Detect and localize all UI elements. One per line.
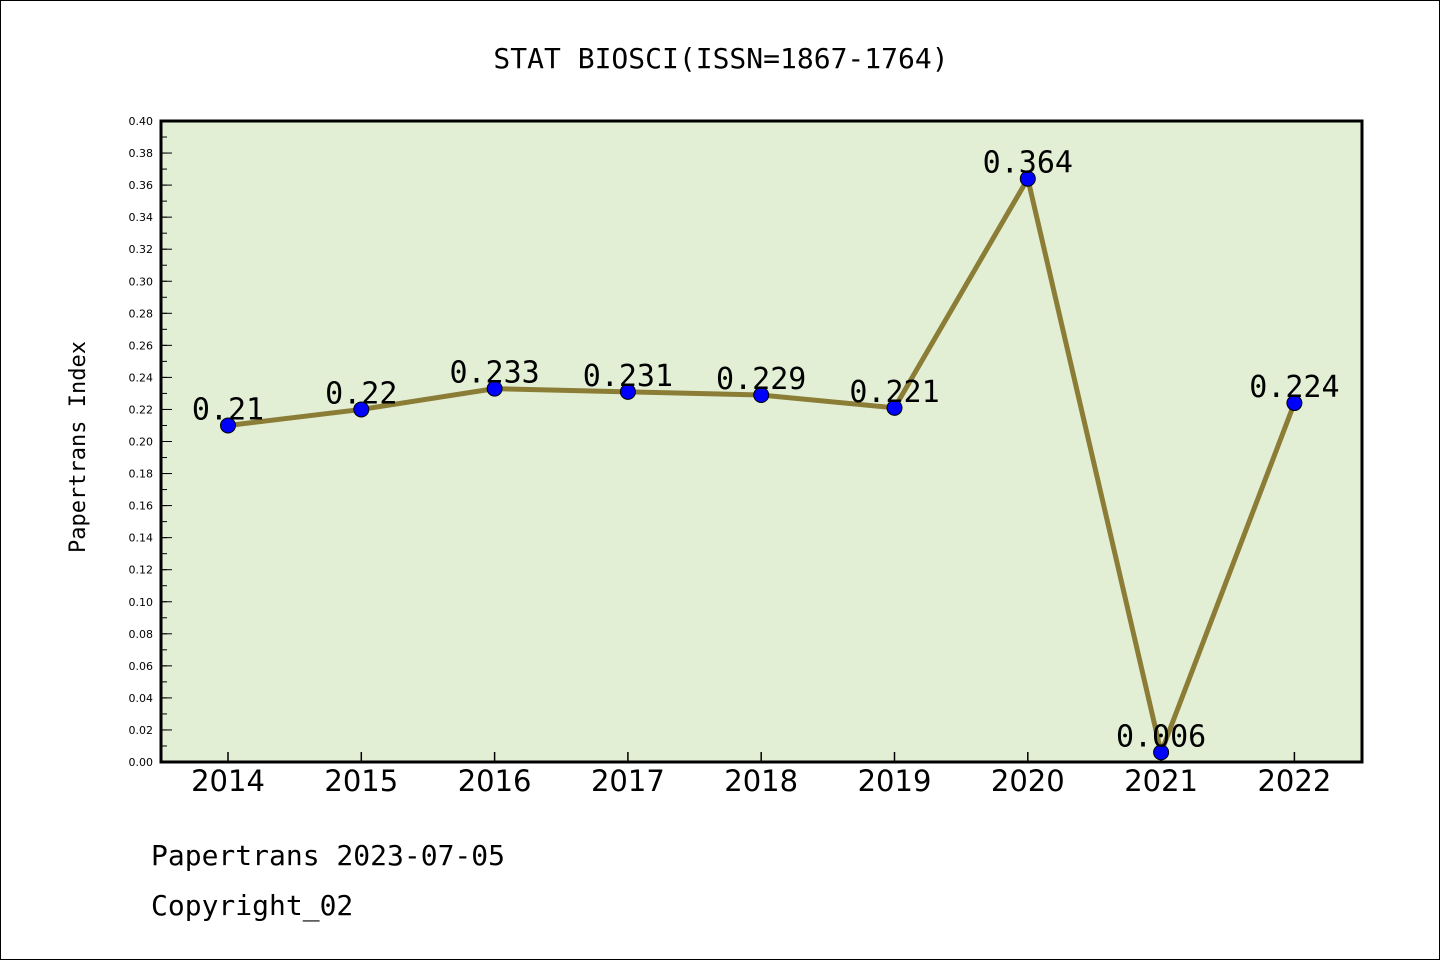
- chart-title: STAT BIOSCI(ISSN=1867-1764): [493, 42, 948, 75]
- x-tick-label: 2022: [1257, 764, 1331, 798]
- data-label: 0.006: [1116, 719, 1206, 754]
- x-tick-label: 2021: [1124, 764, 1198, 798]
- y-tick-label: 0.04: [129, 692, 154, 705]
- x-tick-label: 2015: [324, 764, 398, 798]
- y-tick-label: 0.12: [129, 564, 154, 577]
- data-point: [886, 399, 903, 416]
- data-point: [619, 383, 636, 400]
- y-tick-label: 0.16: [129, 500, 154, 513]
- data-point: [753, 387, 770, 404]
- data-label: 0.229: [716, 362, 806, 397]
- data-label: 0.21: [192, 392, 264, 427]
- y-axis-ticks: 0.00 0.02 0.04 0.06 0.08 0.10 0.12 0.14 0.16 0.18…: [129, 115, 172, 769]
- y-tick-label: 0.18: [129, 468, 154, 481]
- y-tick-label: 0.06: [129, 660, 154, 673]
- y-tick-label: 0.32: [129, 243, 154, 256]
- data-label: 0.364: [983, 146, 1073, 181]
- x-tick-label: 2020: [991, 764, 1065, 798]
- y-tick-label: 0.40: [129, 115, 154, 128]
- plot-border: [159, 119, 1364, 764]
- series-group: 0.21 0.22 0.233 0.231 0.229 0.221 0.364 0.006 0.…: [192, 146, 1340, 761]
- y-tick-label: 0.08: [129, 628, 154, 641]
- y-tick-label: 0.00: [129, 756, 154, 769]
- y-tick-label: 0.22: [129, 403, 154, 416]
- data-point: [1019, 170, 1036, 187]
- y-tick-label: 0.38: [129, 147, 154, 160]
- plot-area: [161, 121, 1362, 762]
- y-tick-label: 0.14: [129, 532, 154, 545]
- x-tick-label: 2014: [191, 764, 265, 798]
- x-tick-label: 2019: [858, 764, 932, 798]
- data-point: [1153, 744, 1170, 761]
- data-label: 0.22: [325, 376, 397, 411]
- x-axis-ticks: 2014 2015 2016 2017 2018 2019 2020 2021 2022: [191, 752, 1331, 798]
- data-label: 0.224: [1249, 370, 1339, 405]
- data-point: [353, 401, 370, 418]
- data-label: 0.231: [583, 359, 673, 394]
- x-tick-label: 2017: [591, 764, 665, 798]
- y-tick-label: 0.20: [129, 436, 154, 449]
- y-tick-label: 0.10: [129, 596, 154, 609]
- y-tick-label: 0.02: [129, 724, 154, 737]
- footer-date: Papertrans 2023-07-05: [151, 839, 505, 872]
- data-point: [486, 380, 503, 397]
- y-axis-label: Papertrans Index: [66, 341, 91, 553]
- footer-copyright: Copyright_02: [151, 889, 353, 923]
- y-tick-label: 0.34: [129, 211, 154, 224]
- y-tick-label: 0.30: [129, 275, 154, 288]
- data-label: 0.233: [449, 356, 539, 391]
- x-tick-label: 2018: [724, 764, 798, 798]
- data-label: 0.221: [849, 375, 939, 410]
- y-tick-label: 0.28: [129, 307, 154, 320]
- y-tick-label: 0.24: [129, 371, 154, 384]
- y-tick-label: 0.26: [129, 339, 154, 352]
- data-point: [220, 417, 236, 434]
- data-point: [1286, 395, 1303, 412]
- x-tick-label: 2016: [458, 764, 532, 798]
- y-tick-label: 0.36: [129, 179, 154, 192]
